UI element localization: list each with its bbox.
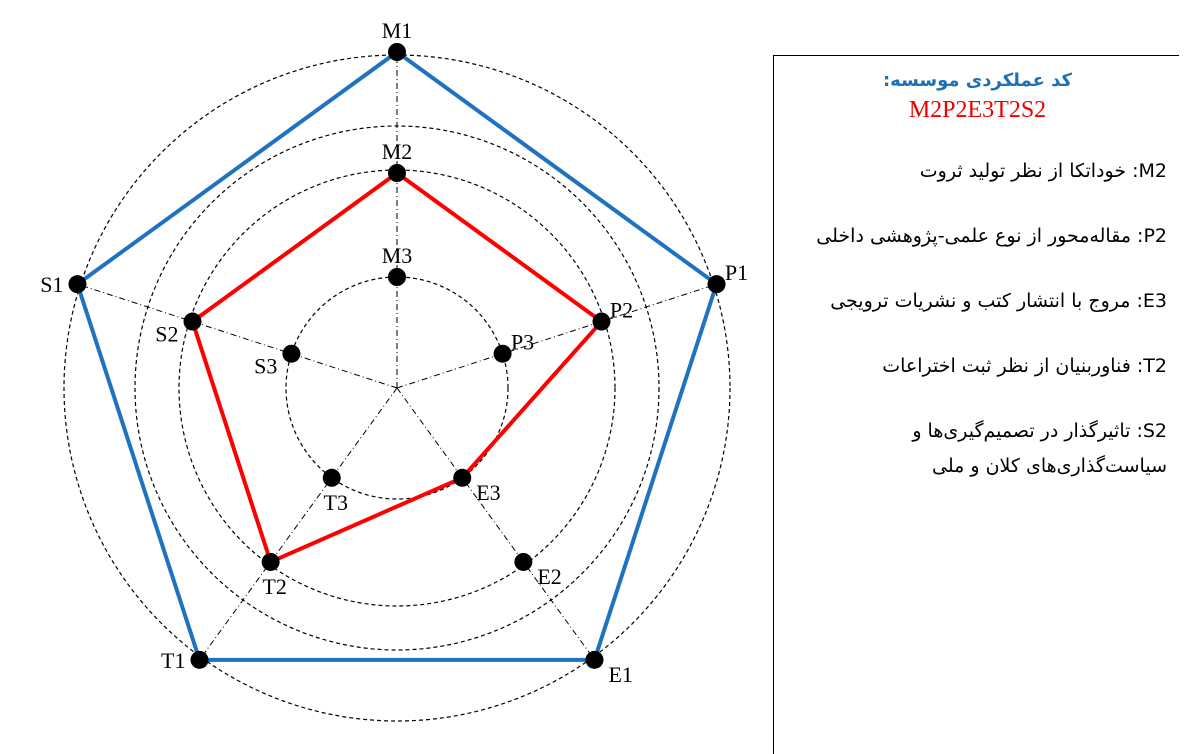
node-label: M2 [382,139,413,164]
node-label: E1 [608,662,632,687]
node-label: T3 [324,490,348,515]
ring [178,169,616,607]
node [585,650,604,669]
node [190,650,209,669]
node-label: P1 [725,260,748,285]
spoke [77,283,398,389]
item: T2: فناوربنیان از نظر ثبت اختراعات [882,355,1167,377]
box-title: کد عملکردی موسسه: [882,70,1073,91]
node [68,275,87,294]
node-label: T2 [262,574,286,599]
legend-box: کد عملکردی موسسه: M2P2E3T2S2 M2: خوداتکا… [773,55,1179,754]
node [388,164,406,182]
item: P2: مقاله‌محور از نوع علمی-پژوهشی داخلی [816,225,1167,247]
diagram: M1 M2 M3 P1 P2 P3 E1 E2 E3 T1 T2 T3 S1 S2 S3 [40,18,748,722]
node-label: P3 [511,330,534,355]
items: M2: خوداتکا از نظر تولید ثروت P2: مقاله‌م… [788,154,1167,484]
node [388,43,406,61]
spoke [199,387,398,661]
item: E3: مروج با انتشار کتب و نشریات ترویجی [830,290,1167,312]
node-label: E2 [537,564,561,589]
node-label: S2 [155,322,178,347]
spoke [396,283,717,389]
node-label: T1 [161,648,185,673]
node [493,344,512,363]
node [707,275,726,294]
node [388,268,406,286]
node [592,312,611,331]
node [261,552,280,571]
node-label: M3 [382,243,413,268]
node-label: P2 [610,298,633,323]
code-polygon [190,170,605,565]
node-label: M1 [382,18,413,43]
node-label: S3 [254,354,277,379]
ring [285,276,509,500]
outer-polygon [75,49,719,662]
item: M2: خوداتکا از نظر تولید ثروت [919,160,1167,182]
node-label: S1 [40,272,63,297]
node [183,312,202,331]
item: S2: تاثیرگذار در تصمیم‌گیری‌ها و سیاست‌گ… [912,420,1167,477]
node [514,552,533,571]
node [453,468,472,487]
node-label: E3 [476,480,500,505]
node [322,468,341,487]
spoke [396,387,595,661]
node [282,344,301,363]
box-code: M2P2E3T2S2 [908,97,1047,123]
